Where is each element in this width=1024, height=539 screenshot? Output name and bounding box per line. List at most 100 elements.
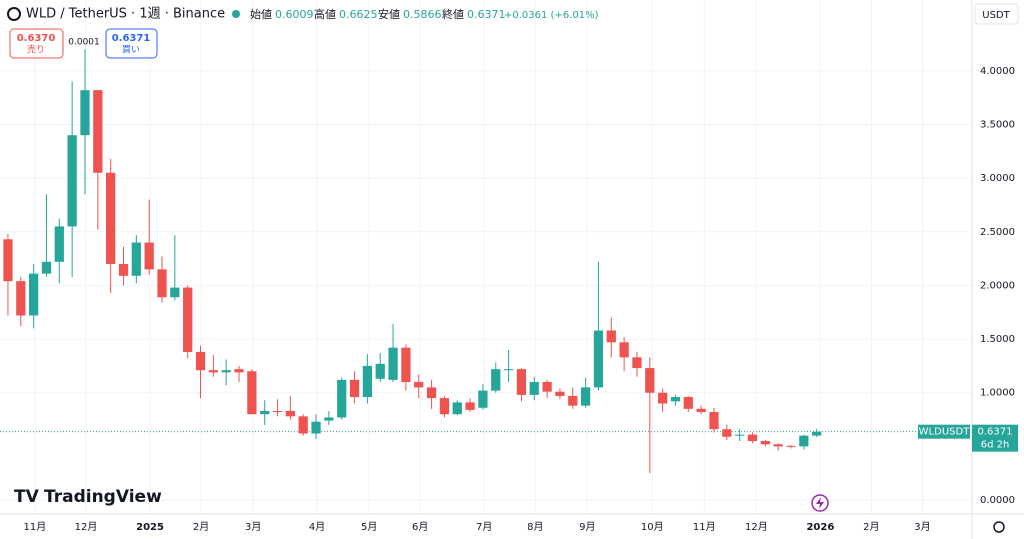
- candle-body: [3, 239, 13, 282]
- candle-body: [362, 365, 373, 398]
- candle-body: [324, 417, 334, 421]
- tag-symbol: WLDUSDT: [919, 427, 971, 438]
- candle-body: [439, 398, 450, 415]
- candle-body: [529, 382, 539, 395]
- candle-body: [658, 392, 668, 404]
- candle-body: [683, 397, 693, 409]
- currency: USDT: [982, 10, 1010, 21]
- candle-body: [131, 242, 141, 276]
- candle-body: [106, 172, 116, 264]
- candle-body: [773, 444, 783, 447]
- candle-body: [375, 363, 385, 379]
- candle-body: [786, 445, 796, 447]
- candle-body: [735, 434, 745, 436]
- candle-body: [183, 287, 193, 352]
- settings-icon[interactable]: [993, 521, 1005, 533]
- x-tick-label: 3月: [245, 521, 261, 533]
- candle-body: [452, 402, 462, 415]
- candle-body: [118, 263, 129, 276]
- candle-body: [568, 395, 578, 406]
- sell-label: 売り: [27, 44, 45, 56]
- x-tick-label: 9月: [579, 521, 595, 533]
- x-tick-label: 12月: [745, 521, 768, 533]
- buy-button[interactable]: 0.6371 買い: [105, 28, 158, 59]
- sell-price: 0.6370: [17, 33, 56, 44]
- candle-body: [311, 421, 321, 434]
- open-label: 始値: [250, 7, 272, 21]
- x-tick-label: 3月: [914, 521, 930, 533]
- price-tag: WLDUSDT 0.6371 6d 2h: [918, 424, 1018, 452]
- logo: TradingView: [44, 487, 162, 507]
- axes: 0.0000 1.0000 1.5000 2.0000 2.5000 3.0000 3.50…: [24, 66, 1015, 533]
- candle-body: [298, 416, 308, 434]
- tag-value-bg: [972, 424, 1018, 452]
- x-tick-label: 5月: [361, 521, 377, 533]
- sell-button[interactable]: 0.6370 売り: [9, 28, 64, 59]
- candle-body: [542, 382, 552, 392]
- candle-body: [722, 429, 732, 437]
- currency-box[interactable]: [974, 3, 1019, 25]
- candle-body: [80, 90, 90, 136]
- candle-body: [221, 370, 231, 373]
- candle-body: [401, 347, 411, 383]
- x-tick-label: 4月: [309, 521, 325, 533]
- y-tick-label: 2.5000: [980, 227, 1015, 238]
- y-tick-label: 1.0000: [980, 388, 1015, 399]
- candle-body: [272, 410, 283, 413]
- candles: [3, 49, 822, 474]
- candle-body: [285, 410, 295, 417]
- symbol-title[interactable]: WLD / TetherUS · 1週 · Binance: [26, 7, 225, 22]
- candle-body: [426, 387, 437, 399]
- sell-box: [9, 28, 64, 59]
- candle-body: [593, 330, 604, 388]
- close-label: 終値: [442, 8, 464, 21]
- buy-label: 買い: [122, 45, 140, 56]
- candle-body: [16, 281, 26, 316]
- low-value: 0.5866: [403, 8, 442, 21]
- candle-body: [54, 226, 64, 262]
- y-tick-label: 3.0000: [980, 173, 1015, 184]
- change-value: +0.0361 (+6.01%): [504, 10, 599, 21]
- close-value: 0.6371: [467, 8, 506, 21]
- candle-body: [260, 410, 270, 415]
- candle-body: [388, 347, 398, 380]
- candle-body: [157, 269, 167, 298]
- x-tick-label: 11月: [693, 521, 716, 533]
- candle-body: [41, 261, 52, 274]
- buy-price: 0.6371: [112, 33, 151, 44]
- candle-body: [247, 371, 257, 415]
- y-tick-label: 3.5000: [980, 119, 1015, 130]
- candle-body: [208, 370, 218, 373]
- candle-body: [170, 287, 180, 298]
- logo-mark: 𝗧𝗩: [14, 487, 40, 507]
- candle-body: [414, 382, 424, 388]
- x-tick-label: 6月: [412, 521, 428, 533]
- y-tick-label: 0.0000: [980, 495, 1015, 506]
- candle-body: [503, 369, 514, 371]
- buy-box: [105, 28, 158, 59]
- x-tick-label: 2026: [806, 522, 834, 533]
- candle-body: [709, 412, 719, 430]
- candle-body: [465, 402, 475, 410]
- y-tick-label: 2.0000: [980, 280, 1015, 291]
- x-tick-label: 11月: [24, 521, 47, 533]
- candle-body: [491, 369, 501, 391]
- candle-body: [93, 90, 103, 173]
- x-tick-label: 2月: [193, 521, 209, 533]
- candle-body: [747, 434, 758, 442]
- candle-body: [478, 390, 488, 408]
- x-tick-label: 2025: [136, 522, 164, 533]
- candle-body: [29, 273, 39, 316]
- flash-glyph: [816, 497, 824, 509]
- tag-countdown: 6d 2h: [981, 440, 1010, 451]
- high-value: 0.6625: [339, 8, 378, 21]
- open-value: 0.6009: [275, 8, 314, 21]
- candle-body: [670, 397, 681, 402]
- high-label: 高値: [314, 7, 336, 21]
- candle-body: [812, 431, 822, 436]
- y-tick-label: 1.5000: [980, 334, 1015, 345]
- tag-value: 0.6371: [978, 427, 1013, 438]
- candle-body: [195, 351, 206, 371]
